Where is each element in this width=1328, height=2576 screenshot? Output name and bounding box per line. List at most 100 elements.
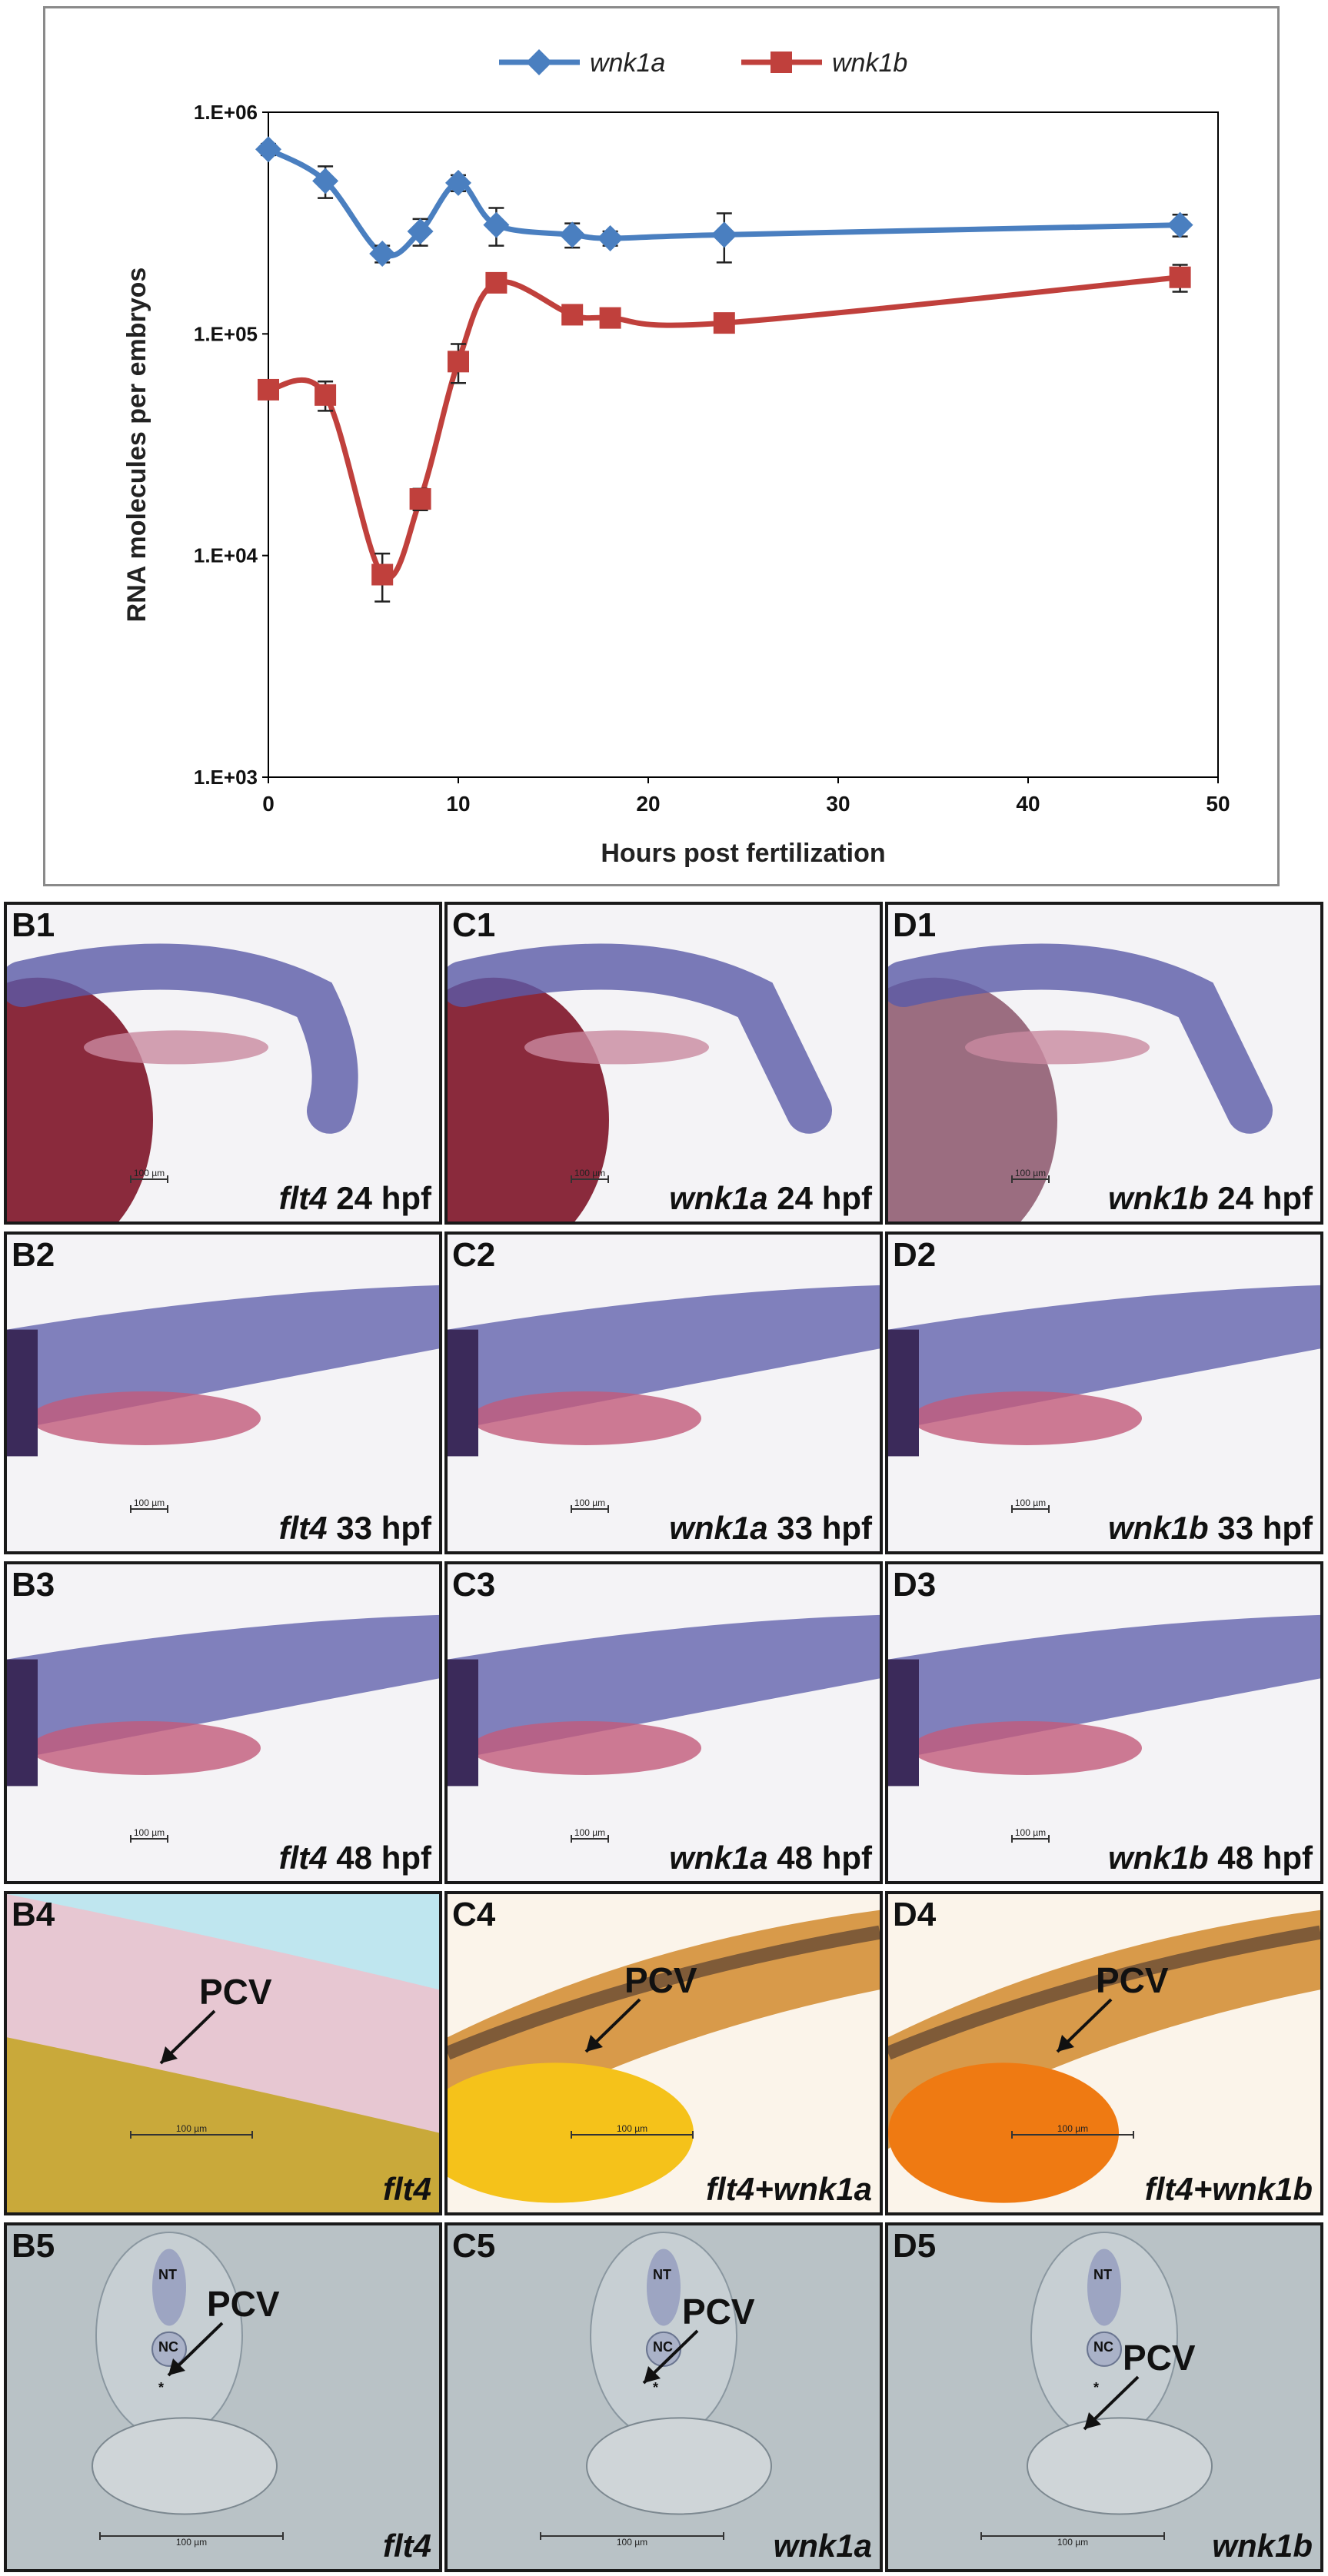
image-panel-d5: D5 wnk1b 100 µm PCV NT NC *: [885, 2222, 1323, 2572]
panel-caption: flt4+wnk1b: [1145, 2171, 1313, 2208]
panel-label: C1: [452, 906, 496, 944]
pcv-annotation: PCV: [624, 1960, 697, 2000]
scale-bar-text: 100 µm: [133, 1497, 165, 1508]
micrograph-illustration: [888, 1235, 1320, 1551]
scale-bar-line: [130, 1505, 168, 1513]
y-tick-label: 1.E+05: [194, 322, 258, 345]
micrograph-illustration: [888, 2225, 1320, 2569]
scale-bar-text: 100 µm: [175, 2123, 208, 2135]
panel-caption: wnk1b 33 hpf: [1108, 1510, 1313, 1547]
image-panel-c3: C3 wnk1a 48 hpf 100 µm: [444, 1561, 883, 1884]
y-tick-label: 1.E+06: [194, 101, 258, 124]
stage-label: 33 hpf: [1208, 1510, 1313, 1546]
image-panel-c4: C4 flt4+wnk1a 100 µm PCV: [444, 1891, 883, 2215]
scale-bar: 100 µm: [571, 2123, 694, 2139]
panel-caption: wnk1b: [1212, 2528, 1313, 2564]
scale-bar-line: [571, 2131, 694, 2139]
scale-bar-text: 100 µm: [1057, 2123, 1089, 2135]
data-point-wnk1a: [1167, 211, 1193, 238]
data-point-wnk1b: [448, 351, 469, 373]
stage-label: 48 hpf: [327, 1840, 431, 1876]
gene-name: flt4: [278, 1840, 328, 1876]
micrograph-illustration: [448, 1564, 880, 1881]
scale-bar-line: [571, 1505, 609, 1513]
legend-marker-wnk1b: [771, 52, 792, 73]
pcv-annotation: PCV: [1096, 1960, 1169, 2000]
image-panel-b1: B1 flt4 24 hpf 100 µm: [4, 902, 442, 1225]
data-point-wnk1a: [445, 169, 471, 196]
scale-bar-text: 100 µm: [616, 2537, 648, 2548]
image-panel-b4: B4 flt4 100 µm PCV: [4, 1891, 442, 2215]
scale-bar: 100 µm: [130, 1497, 168, 1513]
x-tick-label: 20: [636, 792, 660, 816]
image-panel-c5: C5 wnk1a 100 µm PCV NT NC *: [444, 2222, 883, 2572]
micrograph-illustration: [888, 1894, 1320, 2212]
scale-bar: 100 µm: [1011, 1827, 1050, 1843]
x-axis-label: Hours post fertilization: [601, 839, 885, 868]
scale-bar-line: [130, 2131, 253, 2139]
scale-bar-line: [99, 2532, 284, 2540]
panel-label: C2: [452, 1236, 496, 1274]
scale-bar-text: 100 µm: [1057, 2537, 1089, 2548]
x-tick-label: 30: [826, 792, 850, 816]
scale-bar: 100 µm: [540, 2532, 724, 2548]
micrograph-illustration: [7, 1894, 439, 2212]
pcv-arrow: [1056, 1998, 1113, 2053]
gene-name: wnk1b: [1107, 1180, 1209, 1216]
x-tick-label: 50: [1206, 792, 1230, 816]
x-tick-label: 40: [1016, 792, 1040, 816]
data-point-wnk1b: [485, 271, 508, 294]
scale-bar-text: 100 µm: [1014, 1497, 1047, 1508]
image-panel-b2: B2 flt4 33 hpf 100 µm: [4, 1231, 442, 1554]
micrograph-illustration: [448, 2225, 880, 2569]
chart-svg: 1.E+03 1.E+04 1.E+05 1.E+06 0 10 20 30 40 50 Hours…: [122, 48, 1230, 868]
stage-label: 33 hpf: [327, 1510, 431, 1546]
panel-caption: flt4 33 hpf: [279, 1510, 431, 1547]
pcv-annotation: PCV: [1123, 2338, 1196, 2378]
gene-name: wnk1a: [669, 1840, 768, 1876]
panel-label: C5: [452, 2227, 496, 2265]
nc-annotation: NC: [158, 2338, 178, 2355]
nc-annotation: NC: [653, 2338, 673, 2355]
micrograph-illustration: [7, 2225, 439, 2569]
panel-caption: flt4: [383, 2171, 431, 2208]
scale-bar: 100 µm: [1011, 2123, 1134, 2139]
image-panel-c2: C2 wnk1a 33 hpf 100 µm: [444, 1231, 883, 1554]
y-axis-label: RNA molecules per embryos: [122, 268, 151, 623]
scale-bar-line: [980, 2532, 1165, 2540]
y-tick-label: 1.E+03: [194, 766, 258, 789]
pcv-arrow: [1083, 2375, 1140, 2431]
line-chart-panel: 1.E+03 1.E+04 1.E+05 1.E+06 0 10 20 30 40 50 Hours…: [43, 6, 1280, 886]
panel-caption: wnk1b 48 hpf: [1108, 1840, 1313, 1876]
gene-name: wnk1a: [773, 2528, 872, 2564]
data-point-wnk1b: [599, 307, 621, 329]
image-panel-d2: D2 wnk1b 33 hpf 100 µm: [885, 1231, 1323, 1554]
x-tick-label: 10: [446, 792, 470, 816]
pcv-annotation: PCV: [199, 1972, 272, 2012]
pcv-arrow: [159, 2009, 216, 2065]
panel-caption: wnk1a: [774, 2528, 872, 2564]
data-point-wnk1a: [597, 224, 624, 251]
nt-annotation: NT: [1093, 2266, 1112, 2282]
data-point-wnk1b: [561, 304, 584, 326]
data-point-wnk1a: [312, 168, 339, 194]
panel-caption: flt4 48 hpf: [279, 1840, 431, 1876]
image-panel-b5: B5 flt4 100 µm PCV NT NC *: [4, 2222, 442, 2572]
gene-name: flt4: [383, 2171, 431, 2207]
data-point-wnk1a: [369, 241, 396, 268]
image-panel-d4: D4 flt4+wnk1b 100 µm PCV: [885, 1891, 1323, 2215]
data-point-wnk1b: [713, 312, 735, 334]
panel-label: D3: [893, 1566, 937, 1604]
stage-label: 24 hpf: [1208, 1180, 1313, 1216]
gene-name: flt4: [383, 2528, 431, 2564]
scale-bar-line: [130, 1835, 168, 1843]
gene-name: wnk1a: [669, 1180, 768, 1216]
pcv-arrow: [584, 1998, 641, 2053]
scale-bar-text: 100 µm: [574, 1497, 606, 1508]
micrograph-illustration: [7, 1564, 439, 1881]
data-point-wnk1b: [371, 563, 394, 586]
scale-bar: 100 µm: [99, 2532, 284, 2548]
scale-bar: 100 µm: [571, 1497, 609, 1513]
scale-bar-text: 100 µm: [133, 1168, 165, 1178]
scale-bar-line: [1011, 2131, 1134, 2139]
